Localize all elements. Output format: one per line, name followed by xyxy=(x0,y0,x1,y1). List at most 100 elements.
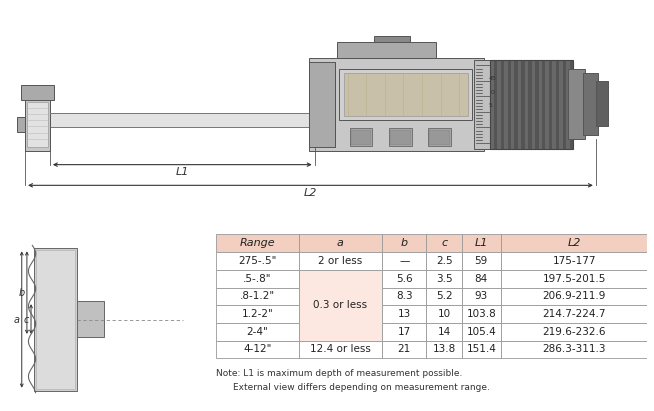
FancyBboxPatch shape xyxy=(216,234,299,252)
FancyBboxPatch shape xyxy=(382,288,426,305)
Text: L2: L2 xyxy=(568,238,581,248)
Polygon shape xyxy=(350,129,373,146)
FancyBboxPatch shape xyxy=(501,305,647,323)
Text: 286.3-311.3: 286.3-311.3 xyxy=(542,344,606,354)
Text: L1: L1 xyxy=(475,238,488,248)
Polygon shape xyxy=(566,60,570,149)
Polygon shape xyxy=(21,85,54,99)
Polygon shape xyxy=(309,62,336,147)
Polygon shape xyxy=(337,42,436,58)
Polygon shape xyxy=(494,60,497,149)
Text: 105.4: 105.4 xyxy=(466,327,496,337)
FancyBboxPatch shape xyxy=(462,270,501,288)
Text: Note: L1 is maximum depth of measurement possible.: Note: L1 is maximum depth of measurement… xyxy=(216,369,462,378)
FancyBboxPatch shape xyxy=(299,252,382,270)
Polygon shape xyxy=(490,60,494,149)
Polygon shape xyxy=(583,73,598,135)
FancyBboxPatch shape xyxy=(501,288,647,305)
FancyBboxPatch shape xyxy=(426,305,462,323)
Text: 84: 84 xyxy=(475,274,488,284)
Polygon shape xyxy=(504,60,508,149)
Text: —: — xyxy=(399,256,409,266)
Text: .8-1.2": .8-1.2" xyxy=(240,291,275,301)
Text: b: b xyxy=(401,238,408,248)
Text: 2-4": 2-4" xyxy=(247,327,268,337)
FancyBboxPatch shape xyxy=(426,252,462,270)
FancyBboxPatch shape xyxy=(382,305,426,323)
Polygon shape xyxy=(518,60,521,149)
Polygon shape xyxy=(351,129,371,145)
Polygon shape xyxy=(511,60,515,149)
Text: 151.4: 151.4 xyxy=(466,344,496,354)
FancyBboxPatch shape xyxy=(501,252,647,270)
Polygon shape xyxy=(390,129,411,145)
FancyBboxPatch shape xyxy=(462,323,501,341)
Text: 214.7-224.7: 214.7-224.7 xyxy=(542,309,606,319)
FancyBboxPatch shape xyxy=(426,288,462,305)
Text: 21: 21 xyxy=(398,344,411,354)
Text: c: c xyxy=(441,238,447,248)
FancyBboxPatch shape xyxy=(426,323,462,341)
Polygon shape xyxy=(473,60,494,149)
Polygon shape xyxy=(17,117,25,132)
Polygon shape xyxy=(77,301,104,337)
Polygon shape xyxy=(521,60,525,149)
Polygon shape xyxy=(559,60,562,149)
Text: 59: 59 xyxy=(475,256,488,266)
Text: 13: 13 xyxy=(398,309,411,319)
Polygon shape xyxy=(568,69,585,139)
FancyBboxPatch shape xyxy=(216,288,299,305)
Text: 197.5-201.5: 197.5-201.5 xyxy=(542,274,606,284)
Polygon shape xyxy=(515,60,518,149)
Polygon shape xyxy=(497,60,501,149)
FancyBboxPatch shape xyxy=(299,234,382,252)
Text: 17: 17 xyxy=(398,327,411,337)
Polygon shape xyxy=(562,60,566,149)
Text: 275-.5": 275-.5" xyxy=(238,256,277,266)
Text: 3.5: 3.5 xyxy=(436,274,453,284)
Text: 2.5: 2.5 xyxy=(436,256,453,266)
Polygon shape xyxy=(339,69,472,120)
FancyBboxPatch shape xyxy=(462,234,501,252)
Text: 4-12": 4-12" xyxy=(243,344,271,354)
FancyBboxPatch shape xyxy=(462,305,501,323)
FancyBboxPatch shape xyxy=(462,288,501,305)
FancyBboxPatch shape xyxy=(216,341,299,358)
Polygon shape xyxy=(34,248,77,390)
Text: 45: 45 xyxy=(489,76,496,81)
FancyBboxPatch shape xyxy=(382,341,426,358)
Text: 5: 5 xyxy=(489,103,492,108)
Text: a: a xyxy=(337,238,344,248)
Polygon shape xyxy=(428,129,451,146)
Polygon shape xyxy=(389,129,412,146)
FancyBboxPatch shape xyxy=(501,270,647,288)
Polygon shape xyxy=(429,129,450,145)
Polygon shape xyxy=(553,60,556,149)
FancyBboxPatch shape xyxy=(382,323,426,341)
Text: c: c xyxy=(23,314,29,325)
Polygon shape xyxy=(27,102,48,147)
Text: 219.6-232.6: 219.6-232.6 xyxy=(542,327,606,337)
Text: L2: L2 xyxy=(303,187,317,198)
FancyBboxPatch shape xyxy=(501,323,647,341)
FancyBboxPatch shape xyxy=(299,341,382,358)
Text: 5.2: 5.2 xyxy=(436,291,453,301)
Polygon shape xyxy=(539,60,542,149)
Text: 0.3 or less: 0.3 or less xyxy=(313,300,368,310)
Polygon shape xyxy=(501,60,504,149)
FancyBboxPatch shape xyxy=(426,270,462,288)
Polygon shape xyxy=(596,81,608,127)
Text: 8.3: 8.3 xyxy=(396,291,413,301)
Polygon shape xyxy=(25,97,50,151)
FancyBboxPatch shape xyxy=(462,341,501,358)
FancyBboxPatch shape xyxy=(299,270,382,341)
FancyBboxPatch shape xyxy=(501,341,647,358)
FancyBboxPatch shape xyxy=(382,270,426,288)
Polygon shape xyxy=(309,58,484,151)
FancyBboxPatch shape xyxy=(501,234,647,252)
Text: 2 or less: 2 or less xyxy=(318,256,362,266)
Polygon shape xyxy=(545,60,549,149)
FancyBboxPatch shape xyxy=(216,270,299,288)
Polygon shape xyxy=(549,60,553,149)
Polygon shape xyxy=(542,60,545,149)
